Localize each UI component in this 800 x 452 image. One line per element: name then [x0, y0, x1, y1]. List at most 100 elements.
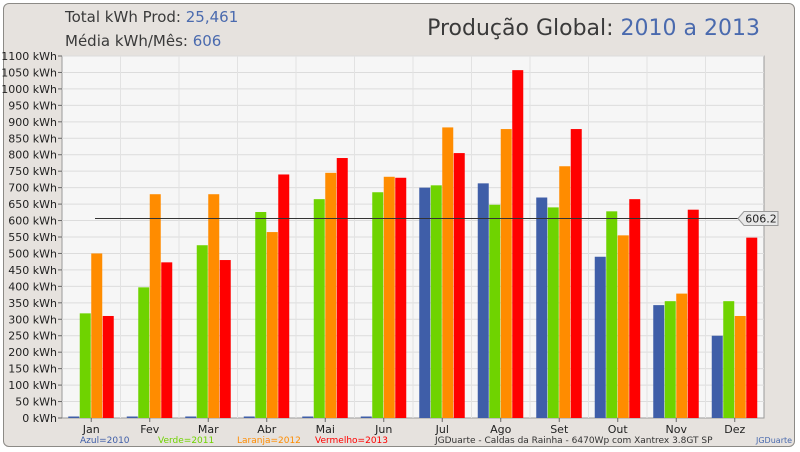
bar-2013-nov [687, 209, 699, 418]
bar-2013-out [629, 199, 641, 418]
bar-2010-nov [653, 305, 665, 418]
bar-2011-out [606, 211, 618, 418]
bars [68, 70, 758, 419]
bar-2011-jun [372, 192, 384, 418]
legend-entry-2010: Azul=2010 [80, 436, 130, 446]
bar-2011-ago [489, 204, 501, 418]
y-tick-label: 450 kWh [8, 264, 57, 277]
bar-2010-mar [185, 416, 197, 418]
chart-title-range: 2010 a 2013 [620, 16, 760, 41]
legend-entry-2012: Laranja=2012 [237, 436, 301, 446]
bar-2013-set [570, 129, 582, 419]
legend-entry-2011: Verde=2011 [158, 436, 214, 446]
bar-2013-mai [336, 158, 348, 418]
total-production-value: 25,461 [185, 8, 239, 26]
y-tick-label: 1050 kWh [1, 66, 57, 79]
x-tick-label: Jan [82, 423, 100, 436]
bar-2012-set [559, 166, 571, 418]
total-production-label: Total kWh Prod: [65, 8, 181, 26]
y-tick-label: 250 kWh [8, 330, 57, 343]
average-label-tag [737, 211, 779, 227]
bar-2012-jul [442, 127, 454, 419]
bar-2010-ago [477, 183, 489, 418]
bar-2011-fev [138, 287, 150, 418]
y-tick-label: 600 kWh [8, 215, 57, 228]
y-tick-label: 700 kWh [8, 182, 57, 195]
bar-2012-jan [91, 253, 103, 418]
chart-footer: Azul=2010 Verde=2011 Laranja=2012 Vermelho=… [80, 436, 792, 446]
y-tick-label: 300 kWh [8, 313, 57, 326]
y-tick-label: 0 kWh [22, 412, 57, 425]
x-tick-label: Set [550, 423, 569, 436]
y-tick-label: 150 kWh [8, 363, 57, 376]
grid-lines [62, 55, 764, 418]
bar-2012-nov [676, 293, 688, 418]
bar-2010-set [536, 197, 548, 418]
x-tick-label: Mai [316, 423, 335, 436]
bar-2013-mar [219, 260, 231, 418]
bar-2011-jan [79, 313, 91, 418]
x-tick-label: Fev [140, 423, 159, 436]
signature-text: JGDuarte [755, 436, 792, 445]
bar-2012-jun [383, 176, 395, 418]
y-tick-label: 200 kWh [8, 346, 57, 359]
average-line-group: 606.2 [95, 211, 779, 227]
y-tick-label: 800 kWh [8, 149, 57, 162]
bar-2011-dez [723, 301, 735, 418]
bar-2010-out [594, 256, 606, 418]
bar-2012-ago [500, 129, 512, 419]
bar-2010-fev [126, 416, 138, 418]
legend-entry-2013: Vermelho=2013 [315, 436, 388, 446]
bar-2011-set [547, 207, 559, 418]
bar-2010-abr [243, 416, 255, 418]
bar-2012-out [617, 235, 629, 418]
average-value-label: 606.2 [745, 213, 777, 226]
bar-2012-fev [149, 194, 161, 418]
y-tick-label: 850 kWh [8, 132, 57, 145]
total-production-stat: Total kWh Prod: 25,461 [65, 8, 238, 26]
y-tick-label: 400 kWh [8, 280, 57, 293]
bar-2012-mar [208, 194, 220, 418]
x-tick-label: Abr [257, 423, 277, 436]
bar-2013-jun [395, 177, 407, 418]
bar-2011-mai [313, 199, 325, 418]
y-tick-label: 750 kWh [8, 165, 57, 178]
x-axis-ticks: Jan Fev Mar Abr Mai Jun Jul Ago Set Out Nov Dez [82, 418, 745, 436]
y-tick-label: 950 kWh [8, 99, 57, 112]
bar-2013-jul [453, 153, 465, 418]
bar-2011-mar [196, 245, 208, 418]
chart-title: Produção Global: 2010 a 2013 [427, 16, 760, 41]
bar-2010-jun [360, 416, 372, 418]
y-tick-label: 350 kWh [8, 297, 57, 310]
y-tick-label: 50 kWh [15, 396, 57, 409]
bar-2011-nov [664, 301, 676, 418]
bar-2013-fev [161, 262, 173, 418]
bar-2012-mai [325, 172, 337, 418]
bar-2013-jan [102, 315, 114, 418]
y-tick-label: 100 kWh [8, 379, 57, 392]
bar-2010-jan [68, 416, 80, 418]
y-tick-label: 900 kWh [8, 116, 57, 129]
bar-2013-ago [512, 70, 524, 418]
bar-2013-dez [746, 237, 758, 418]
x-tick-label: Ago [490, 423, 512, 436]
x-tick-label: Jul [435, 423, 449, 436]
y-tick-label: 1000 kWh [1, 83, 57, 96]
bar-2012-dez [734, 315, 746, 418]
credit-text: JGDuarte - Caldas da Rainha - 6470Wp com… [434, 436, 713, 446]
y-axis-ticks: 0 kWh 50 kWh 100 kWh 150 kWh 200 kWh 250 kWh 3… [1, 50, 62, 425]
bar-2010-jul [419, 187, 431, 418]
y-tick-label: 650 kWh [8, 198, 57, 211]
bar-2011-jul [430, 185, 442, 418]
x-tick-label: Mar [198, 423, 219, 436]
chart-title-prefix: Produção Global: [427, 16, 614, 41]
bar-2010-dez [711, 335, 723, 418]
monthly-average-stat: Média kWh/Mês: 606 [65, 32, 221, 50]
y-tick-label: 500 kWh [8, 247, 57, 260]
bar-2010-mai [302, 416, 314, 418]
bar-2013-abr [278, 174, 290, 418]
y-tick-label: 550 kWh [8, 231, 57, 244]
bar-2011-abr [255, 211, 267, 418]
x-tick-label: Dez [724, 423, 745, 436]
